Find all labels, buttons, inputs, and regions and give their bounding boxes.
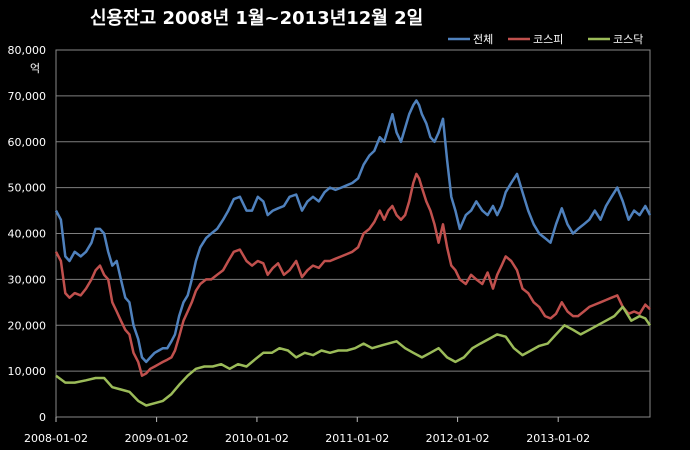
y-tick-label: 30,000	[8, 273, 47, 286]
plot-area	[55, 49, 651, 418]
x-tick-label: 2013-01-02	[526, 432, 590, 445]
legend-label-2: 코스피	[533, 33, 563, 46]
chart-title: 신용잔고 2008년 1월~2013년12월 2일	[90, 8, 423, 29]
x-tick-label: 2011-01-02	[325, 432, 389, 445]
x-tick-label: 2012-01-02	[426, 432, 490, 445]
x-axis: 2008-01-02 2009-01-02 2010-01-02 2011-01-02…	[24, 417, 590, 445]
series-group	[54, 99, 652, 407]
legend: 전체 코스피 코스닥	[448, 33, 643, 46]
series-line-3	[55, 305, 652, 407]
y-tick-label: 40,000	[8, 228, 47, 241]
legend-label-1: 전체	[473, 33, 493, 46]
y-tick-label: 10,000	[8, 365, 47, 378]
y-tick-label: 20,000	[8, 319, 47, 332]
x-tick-label: 2010-01-02	[225, 432, 289, 445]
y-tick-label: 60,000	[8, 136, 47, 149]
legend-label-3: 코스닥	[613, 33, 643, 46]
y-axis-unit-label: 억	[30, 62, 40, 75]
y-tick-label: 50,000	[8, 182, 47, 195]
series-line-1	[54, 99, 652, 364]
y-axis: 80,000 70,000 60,000 50,000 40,000 30,000 20,0…	[8, 44, 47, 424]
series-line-2	[54, 172, 651, 377]
y-tick-label: 80,000	[8, 44, 47, 57]
y-tick-label: 70,000	[8, 90, 47, 103]
y-tick-label: 0	[39, 411, 46, 424]
x-tick-label: 2009-01-02	[125, 432, 189, 445]
x-tick-label: 2008-01-02	[24, 432, 88, 445]
